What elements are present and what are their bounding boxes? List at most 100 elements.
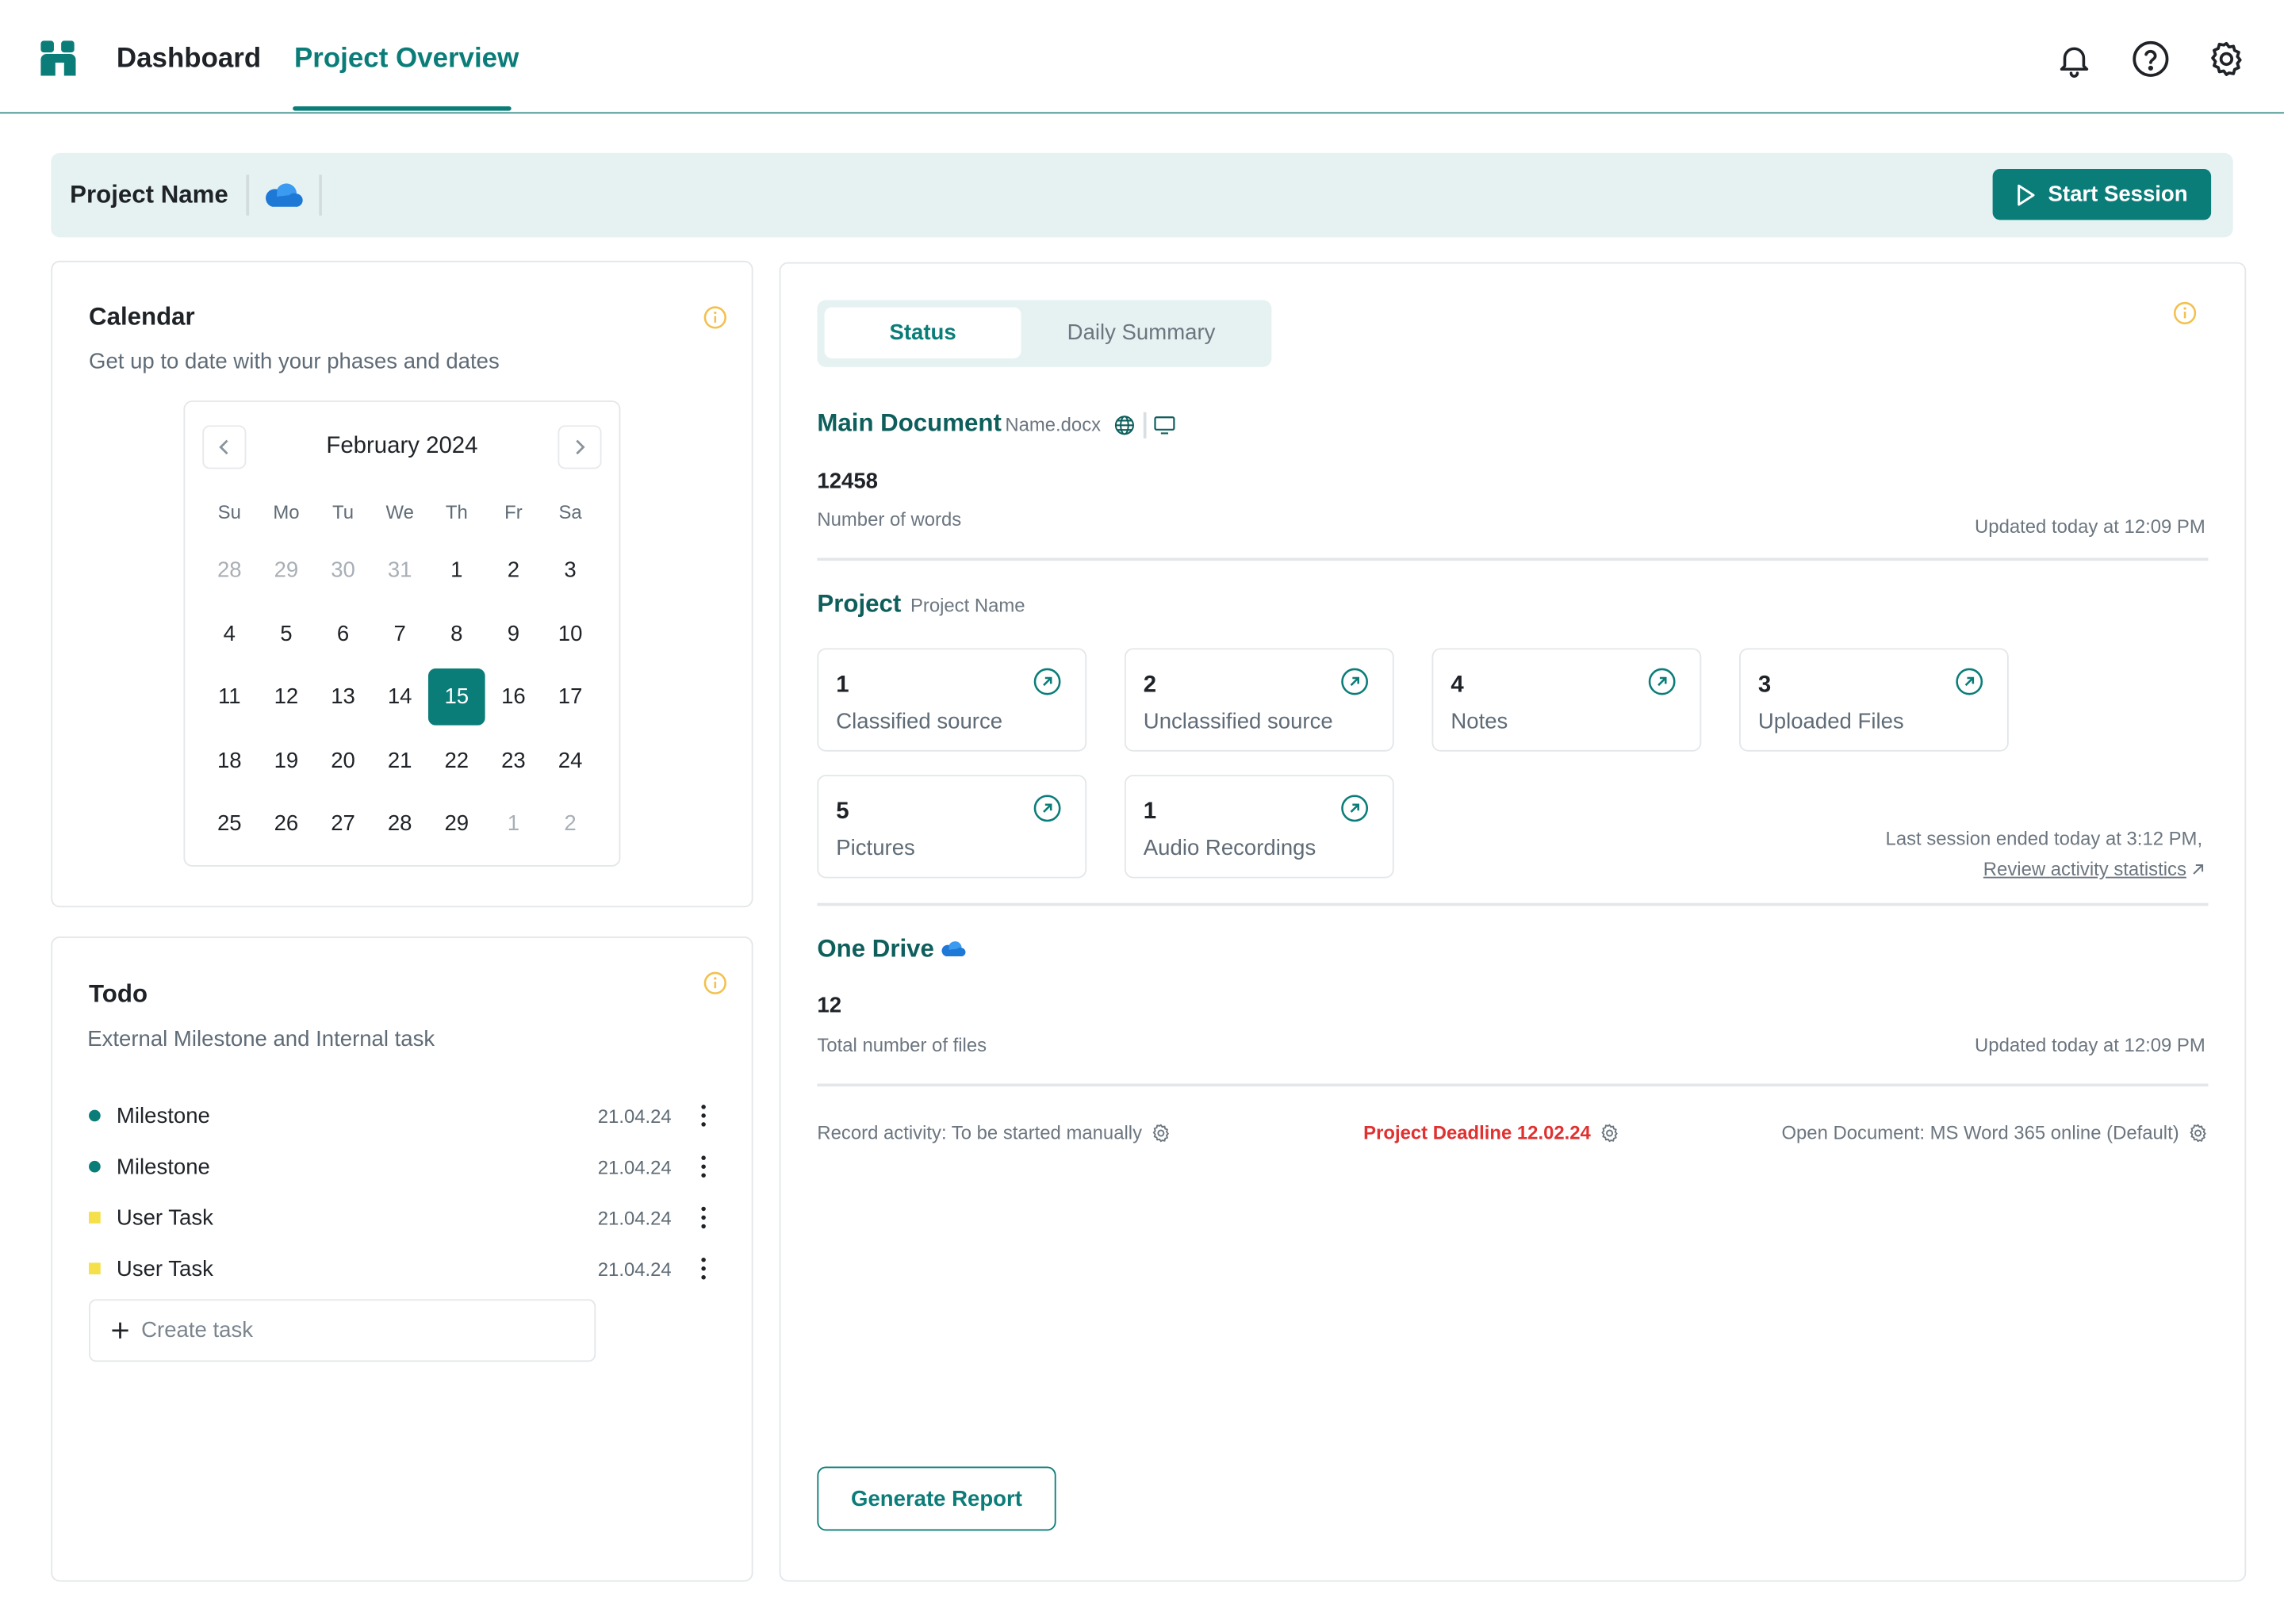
generate-report-button[interactable]: Generate Report <box>817 1466 1056 1531</box>
stat-pictures[interactable]: 5 Pictures <box>817 775 1087 879</box>
calendar-day[interactable]: 30 <box>331 557 355 584</box>
calendar-week: 18 19 20 21 22 23 24 <box>201 729 598 792</box>
calendar-day[interactable]: 3 <box>564 557 577 584</box>
onedrive-file-count: 12 <box>817 993 842 1018</box>
calendar-day[interactable]: 12 <box>274 684 299 710</box>
kebab-menu-icon[interactable] <box>692 1254 715 1283</box>
stat-label: Pictures <box>836 836 915 861</box>
weekday-label: Th <box>445 500 468 523</box>
calendar-day[interactable]: 24 <box>558 748 583 773</box>
calendar-day[interactable]: 4 <box>223 621 236 647</box>
gear-icon[interactable] <box>1151 1122 1171 1143</box>
header-divider <box>319 174 321 216</box>
calendar-day[interactable]: 27 <box>331 811 355 837</box>
arrow-up-right-circle-icon[interactable] <box>1647 667 1677 696</box>
open-document-setting[interactable]: Open Document: MS Word 365 online (Defau… <box>1719 1121 2208 1143</box>
calendar-day[interactable]: 1 <box>450 557 463 584</box>
tab-daily-summary[interactable]: Daily Summary <box>1067 320 1216 346</box>
calendar-day[interactable]: 28 <box>217 557 242 584</box>
calendar-day[interactable]: 21 <box>387 748 412 773</box>
calendar-day[interactable]: 2 <box>507 557 520 584</box>
calendar-day[interactable]: 2 <box>564 811 577 837</box>
project-deadline-setting[interactable]: Project Deadline 12.02.24 <box>1363 1121 1619 1143</box>
calendar-day[interactable]: 29 <box>444 811 469 837</box>
kebab-menu-icon[interactable] <box>692 1152 715 1182</box>
calendar-day[interactable]: 14 <box>387 684 412 710</box>
start-session-button[interactable]: Start Session <box>1992 169 2212 220</box>
calendar-day[interactable]: 9 <box>507 621 520 647</box>
calendar-day[interactable]: 13 <box>331 684 355 710</box>
calendar-day[interactable]: 23 <box>501 748 526 773</box>
help-icon[interactable] <box>2129 38 2170 79</box>
gear-icon[interactable] <box>2188 1122 2209 1143</box>
calendar-day[interactable]: 19 <box>274 748 299 773</box>
calendar-day[interactable]: 26 <box>274 811 299 837</box>
kebab-menu-icon[interactable] <box>692 1101 715 1131</box>
review-activity-link[interactable]: Review activity statistics <box>1748 857 2205 880</box>
calendar-next-button[interactable] <box>558 425 602 469</box>
weekday-label: Fr <box>504 500 523 523</box>
calendar-day[interactable]: 17 <box>558 684 583 710</box>
stat-count: 2 <box>1143 672 1157 698</box>
globe-icon[interactable] <box>1114 415 1135 442</box>
info-icon[interactable] <box>703 306 726 337</box>
calendar-day[interactable]: 28 <box>387 811 412 837</box>
task-square-icon <box>89 1212 101 1224</box>
arrow-up-right-circle-icon[interactable] <box>1955 667 1984 696</box>
onedrive-file-count-label: Total number of files <box>817 1034 987 1056</box>
record-activity-setting[interactable]: Record activity: To be started manually <box>817 1121 1171 1143</box>
stat-notes[interactable]: 4 Notes <box>1431 648 1702 752</box>
calendar-day[interactable]: 18 <box>217 748 242 773</box>
tab-status[interactable]: Status <box>824 307 1021 358</box>
stat-uploaded-files[interactable]: 3 Uploaded Files <box>1739 648 2009 752</box>
todo-item-date: 21.04.24 <box>597 1257 672 1280</box>
todo-item-milestone[interactable]: Milestone 21.04.24 <box>89 1147 715 1185</box>
stat-classified-source[interactable]: 1 Classified source <box>817 648 1087 752</box>
calendar-month-label: February 2024 <box>326 434 478 459</box>
calendar-day[interactable]: 25 <box>217 811 242 837</box>
todo-item-label: Milestone <box>116 1154 210 1179</box>
calendar-day[interactable]: 20 <box>331 748 355 773</box>
arrow-up-right-circle-icon[interactable] <box>1340 794 1370 823</box>
project-section-title: Project <box>817 589 902 618</box>
calendar-day[interactable]: 16 <box>501 684 526 710</box>
stat-unclassified-source[interactable]: 2 Unclassified source <box>1124 648 1394 752</box>
nav-dashboard[interactable]: Dashboard <box>116 44 262 75</box>
onedrive-cloud-icon[interactable] <box>263 181 303 210</box>
bell-icon[interactable] <box>2054 40 2094 80</box>
calendar-day[interactable]: 10 <box>558 621 583 647</box>
gear-icon[interactable] <box>2205 38 2246 79</box>
arrow-up-right-circle-icon[interactable] <box>1033 667 1062 696</box>
nav-project-overview[interactable]: Project Overview <box>294 44 519 75</box>
calendar-day[interactable]: 1 <box>507 811 520 837</box>
calendar-day[interactable]: 6 <box>336 621 350 647</box>
calendar-day[interactable]: 7 <box>393 621 406 647</box>
gear-icon[interactable] <box>1600 1122 1620 1143</box>
calendar-day[interactable]: 22 <box>444 748 469 773</box>
calendar-title: Calendar <box>89 303 195 331</box>
calendar-day-selected[interactable]: 15 <box>427 668 485 726</box>
calendar-day[interactable]: 31 <box>387 557 412 584</box>
calendar-day[interactable]: 8 <box>450 621 463 647</box>
kebab-menu-icon[interactable] <box>692 1203 715 1232</box>
review-activity-label[interactable]: Review activity statistics <box>1983 857 2186 880</box>
stat-label: Notes <box>1450 709 1508 734</box>
calendar-week: 4 5 6 7 8 9 10 <box>201 602 598 665</box>
calendar-day[interactable]: 11 <box>217 684 241 710</box>
arrow-up-right-circle-icon[interactable] <box>1033 794 1062 823</box>
info-icon[interactable] <box>2173 301 2197 332</box>
calendar-prev-button[interactable] <box>202 425 247 469</box>
todo-item-user-task[interactable]: User Task 21.04.24 <box>89 1250 715 1288</box>
desktop-icon[interactable] <box>1154 415 1176 442</box>
arrow-up-right-circle-icon[interactable] <box>1340 667 1370 696</box>
todo-item-milestone[interactable]: Milestone 21.04.24 <box>89 1097 715 1135</box>
todo-item-date: 21.04.24 <box>597 1155 672 1178</box>
stat-audio-recordings[interactable]: 1 Audio Recordings <box>1124 775 1394 879</box>
todo-item-user-task[interactable]: User Task 21.04.24 <box>89 1199 715 1237</box>
calendar-day[interactable]: 29 <box>274 557 299 584</box>
app-logo-icon[interactable] <box>38 38 79 79</box>
create-task-input[interactable]: Create task <box>89 1299 596 1362</box>
calendar-day[interactable]: 5 <box>280 621 293 647</box>
main-document-filename[interactable]: Name.docx <box>1005 413 1102 436</box>
info-icon[interactable] <box>703 971 726 1002</box>
